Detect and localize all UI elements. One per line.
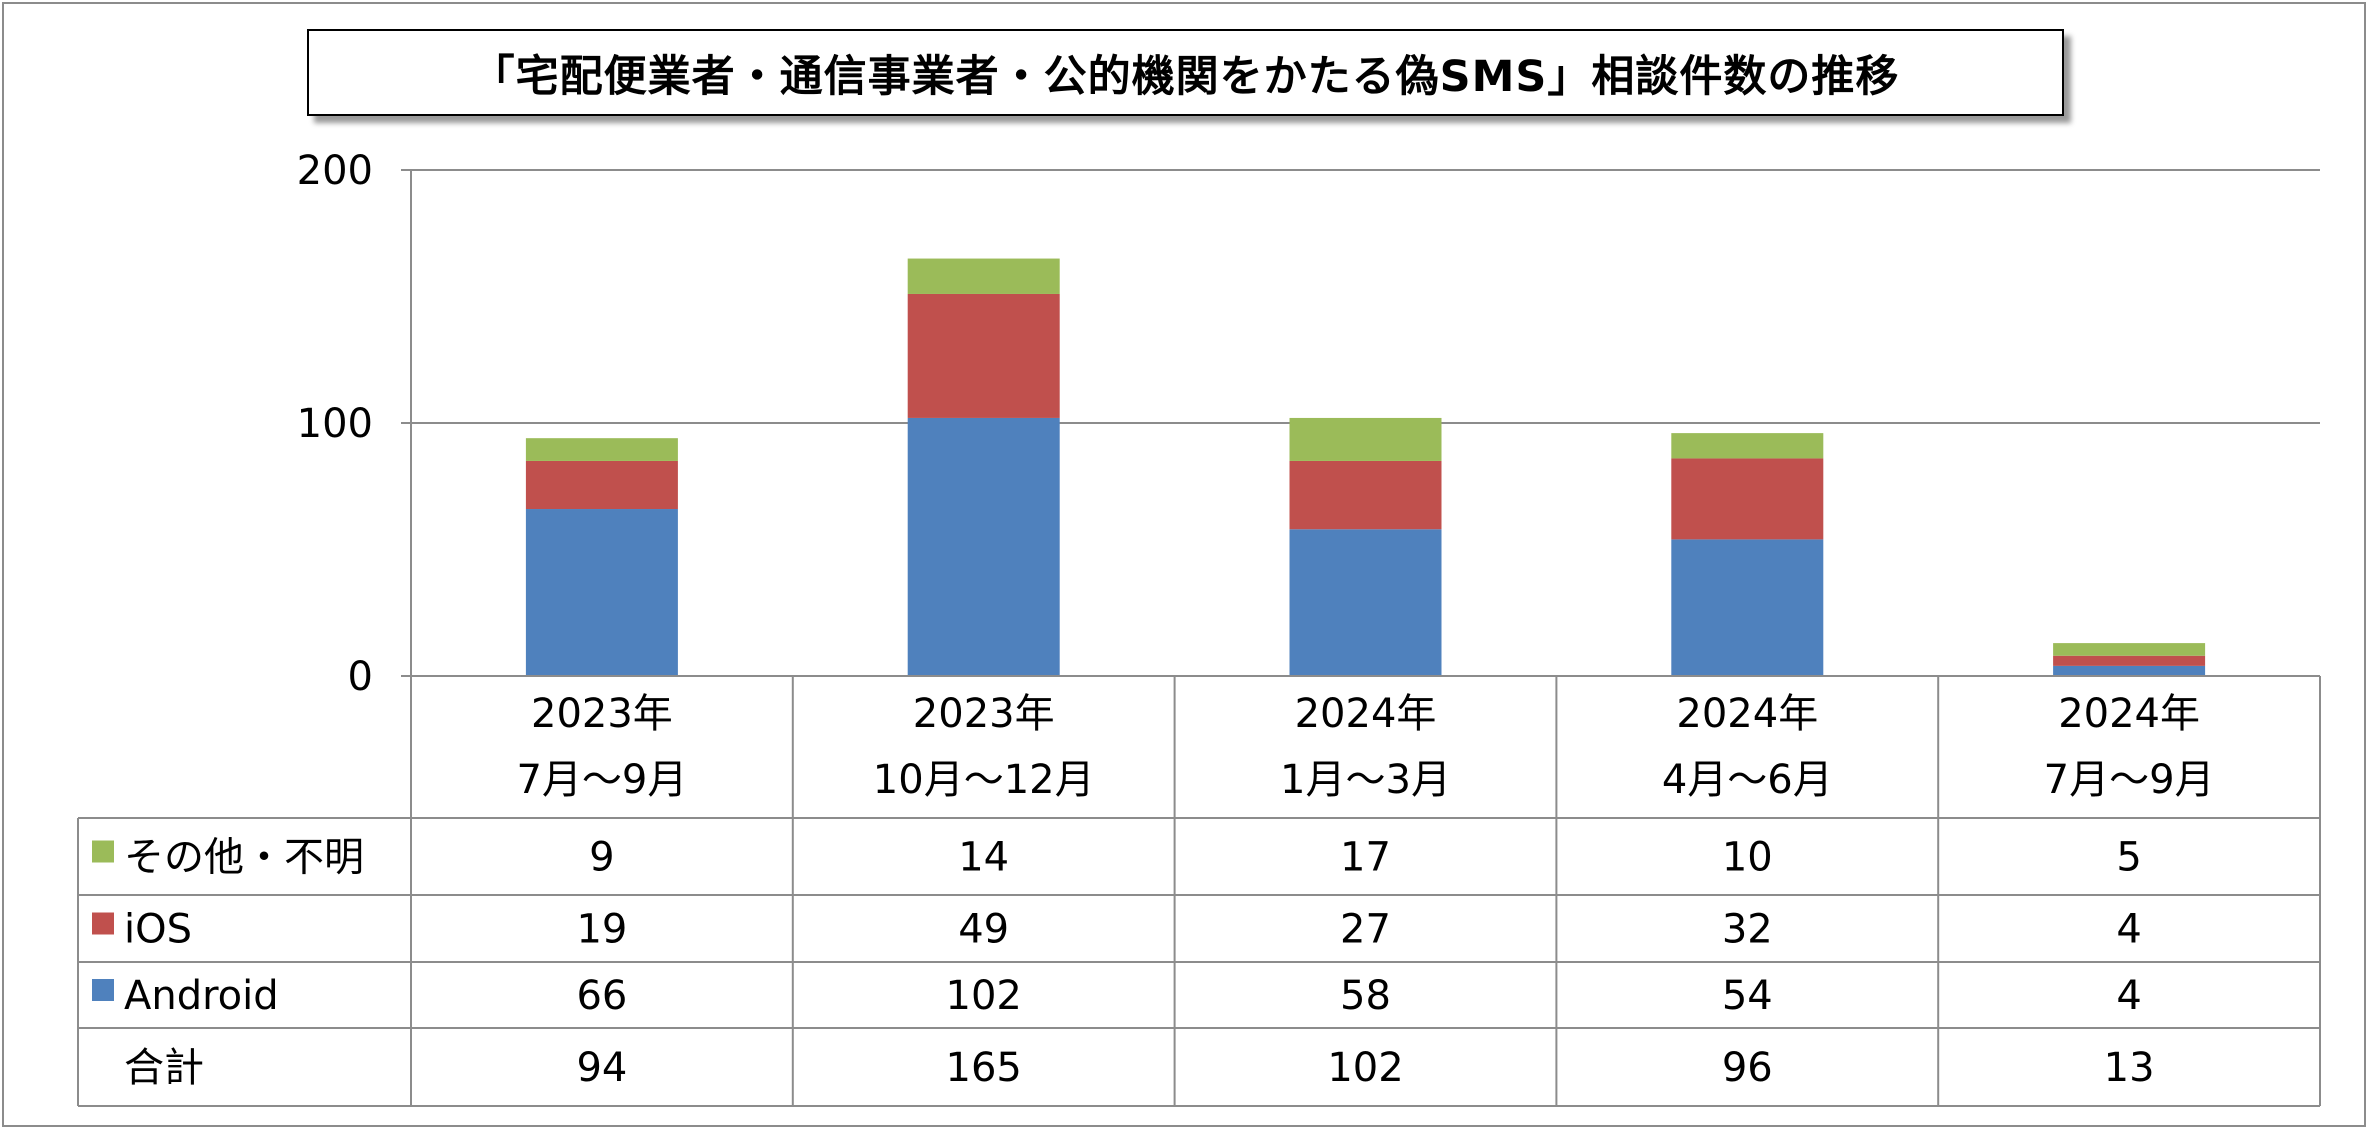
category-label: 7月～9月	[516, 757, 687, 803]
gridlines	[411, 169, 2320, 424]
legend-key	[92, 912, 114, 935]
row-label: Android	[124, 973, 279, 1019]
bar-segment	[525, 438, 678, 461]
bar-segment	[907, 293, 1060, 418]
axes: 0 100 200	[297, 148, 412, 700]
bar-segment	[907, 258, 1060, 294]
table-cell: 14	[958, 835, 1009, 881]
table-cell: 58	[1340, 973, 1391, 1019]
total-cell: 102	[1327, 1045, 1403, 1091]
bar-segment	[1671, 433, 1824, 459]
category-label: 2024年	[2058, 691, 2200, 737]
chart-title: 「宅配便業者・通信事業者・公的機関をかたる偽SMS」相談件数の推移	[471, 51, 1900, 102]
table-cell: 49	[958, 907, 1009, 953]
table-cell: 19	[576, 907, 627, 953]
total-cell: 13	[2104, 1045, 2155, 1091]
y-tick-label: 200	[297, 148, 373, 194]
bar-segment	[907, 417, 1060, 676]
category-label: 2024年	[1676, 691, 1818, 737]
bar-segment	[2053, 643, 2206, 656]
bar-segment	[1289, 460, 1442, 530]
table-cell: 9	[589, 835, 614, 881]
table-cell: 4	[2116, 973, 2141, 1019]
category-label: 2023年	[531, 691, 673, 737]
data-table: 2023年 7月～9月 2023年 10月～12月 2024年 1月～3月 2024年 4月～…	[77, 675, 2321, 1107]
bar-segment	[2053, 655, 2206, 666]
table-cell: 32	[1722, 907, 1773, 953]
legend-key	[92, 840, 114, 863]
bar-segment	[1289, 417, 1442, 461]
table-cell: 66	[576, 973, 627, 1019]
total-cell: 94	[576, 1045, 627, 1091]
bar-segment	[1671, 458, 1824, 540]
y-tick-label: 100	[297, 401, 373, 447]
category-label: 10月～12月	[873, 757, 1095, 803]
bar-segment	[1289, 529, 1442, 676]
bar-segment	[2053, 665, 2206, 676]
category-label: 2023年	[913, 691, 1055, 737]
table-cell: 54	[1722, 973, 1773, 1019]
table-cell: 17	[1340, 835, 1391, 881]
bars	[525, 258, 2206, 676]
bar-segment	[525, 460, 678, 510]
table-cell: 27	[1340, 907, 1391, 953]
bar-segment	[1671, 539, 1824, 676]
table-cell: 4	[2116, 907, 2141, 953]
category-label: 2024年	[1295, 691, 1437, 737]
totals-label: 合計	[124, 1045, 204, 1091]
y-tick-label: 0	[348, 654, 373, 700]
category-label: 4月～6月	[1662, 757, 1833, 803]
bar-segment	[525, 509, 678, 676]
legend-key	[92, 979, 114, 1001]
table-cell: 10	[1722, 835, 1773, 881]
row-label: iOS	[124, 907, 192, 953]
chart-title-box: 「宅配便業者・通信事業者・公的機関をかたる偽SMS」相談件数の推移	[307, 29, 2064, 116]
category-label: 7月～9月	[2044, 757, 2215, 803]
table-cell: 5	[2116, 835, 2141, 881]
category-label: 1月～3月	[1280, 757, 1451, 803]
total-cell: 96	[1722, 1045, 1773, 1091]
table-cell: 102	[946, 973, 1022, 1019]
row-label: その他・不明	[124, 835, 364, 881]
total-cell: 165	[946, 1045, 1022, 1091]
